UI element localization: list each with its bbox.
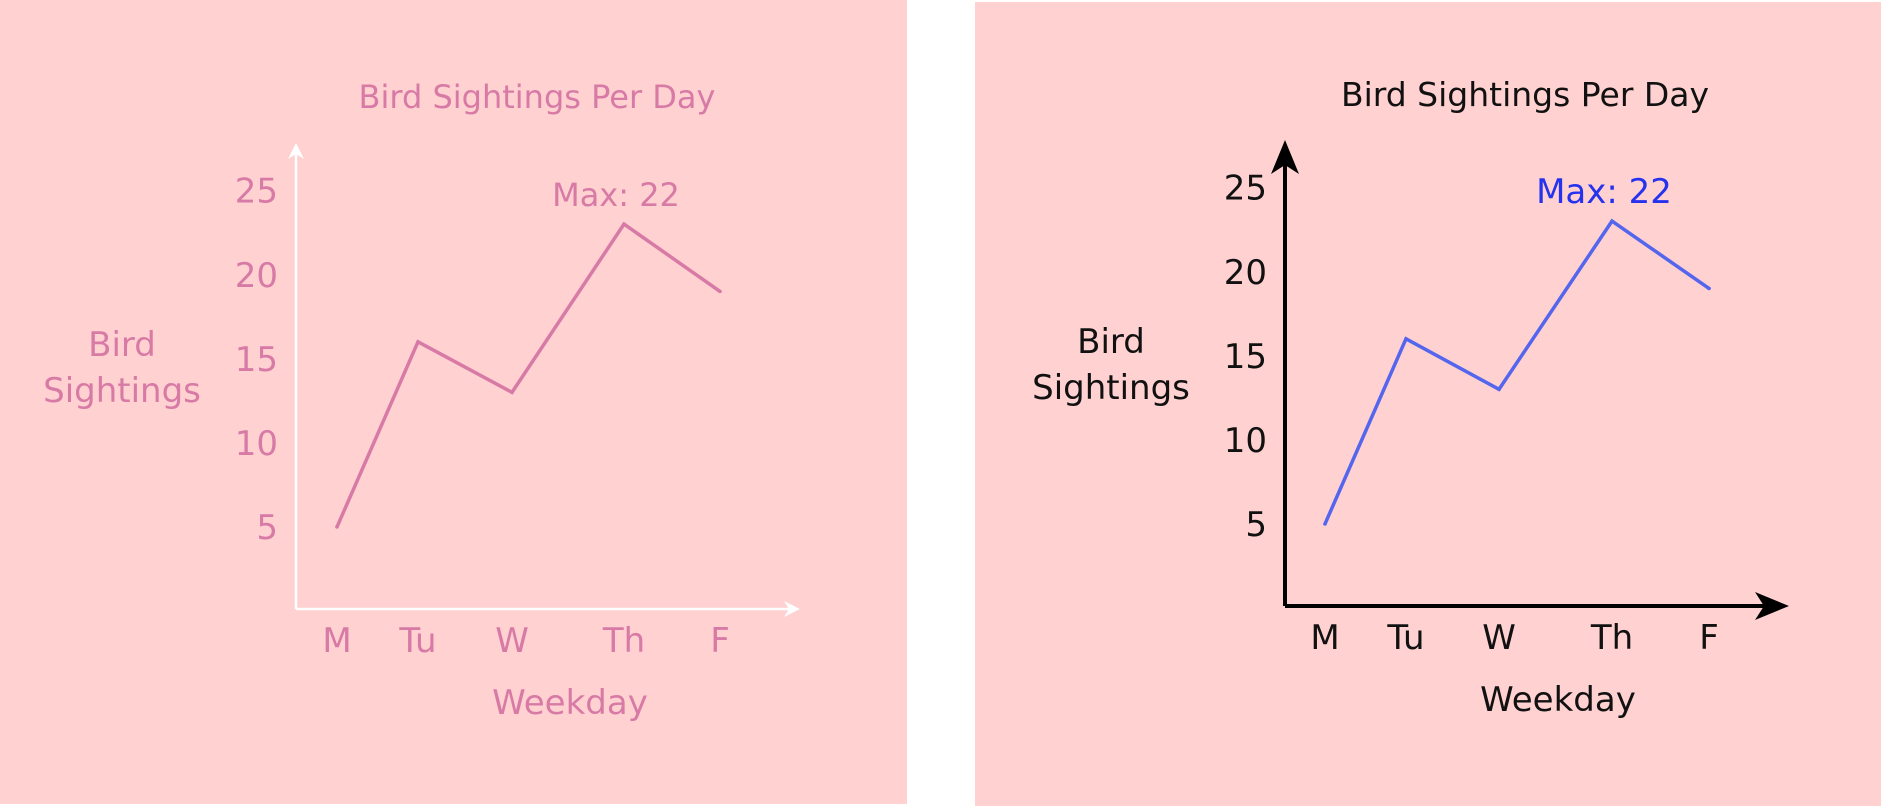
y-tick-label: 25 — [235, 172, 278, 212]
y-tick-label: 15 — [1224, 337, 1267, 377]
y-tick-label: 10 — [235, 424, 278, 464]
y-axis-title: Bird — [1077, 322, 1145, 362]
data-point — [416, 340, 420, 344]
x-tick-label: Th — [602, 621, 645, 661]
y-axis-title: Bird — [88, 325, 156, 365]
data-point — [1404, 337, 1408, 341]
y-axis-arrowhead — [1271, 140, 1299, 174]
y-tick-label: 15 — [235, 340, 278, 380]
data-point — [1497, 387, 1501, 392]
chart-title: Bird Sightings Per Day — [359, 78, 716, 116]
chart-background — [0, 0, 907, 804]
line-chart-left: Bird Sightings Per Day 5 10 15 20 25 M Tu W Th F We… — [0, 0, 907, 804]
line-chart-right: Bird Sightings Per Day 5 10 15 20 25 M Tu W Th F We… — [975, 2, 1881, 806]
y-tick-label: 5 — [256, 508, 278, 548]
x-tick-label: F — [710, 621, 730, 661]
data-point — [1610, 219, 1614, 223]
max-annotation: Max: 22 — [1536, 172, 1672, 212]
y-axis-arrowhead — [288, 143, 304, 159]
data-point — [622, 222, 626, 226]
x-axis-arrowhead — [1755, 592, 1789, 620]
data-point — [335, 525, 339, 529]
x-tick-label: M — [1310, 618, 1339, 658]
chart-title: Bird Sightings Per Day — [1341, 75, 1709, 114]
y-tick-label: 25 — [1224, 169, 1267, 209]
data-point — [1323, 522, 1327, 526]
x-tick-label: W — [495, 621, 529, 661]
chart-panel-right: Bird Sightings Per Day 5 10 15 20 25 M Tu W Th F We… — [975, 2, 1881, 806]
data-point — [510, 390, 514, 395]
y-tick-label: 10 — [1224, 421, 1267, 461]
chart-panel-left: Bird Sightings Per Day 5 10 15 20 25 M Tu W Th F We… — [0, 0, 907, 804]
x-axis-title: Weekday — [492, 683, 648, 723]
x-tick-label: F — [1699, 618, 1719, 658]
y-tick-label: 20 — [235, 256, 278, 296]
x-axis-arrowhead — [784, 601, 800, 617]
y-tick-label: 20 — [1224, 253, 1267, 293]
y-tick-label: 5 — [1245, 505, 1267, 545]
x-axis-title: Weekday — [1480, 680, 1636, 720]
chart-background — [975, 2, 1881, 806]
data-point — [718, 289, 722, 294]
x-tick-label: M — [322, 621, 351, 661]
y-axis-title: Sightings — [43, 371, 201, 411]
x-tick-label: Tu — [1386, 618, 1424, 658]
data-point — [1707, 286, 1711, 291]
x-tick-label: Th — [1590, 618, 1633, 658]
x-tick-label: Tu — [398, 621, 436, 661]
x-tick-label: W — [1482, 618, 1516, 658]
max-annotation: Max: 22 — [552, 176, 680, 214]
y-axis-title: Sightings — [1032, 368, 1190, 408]
